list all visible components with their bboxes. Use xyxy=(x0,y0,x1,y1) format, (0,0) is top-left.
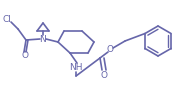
Text: NH: NH xyxy=(69,63,83,72)
Text: Cl: Cl xyxy=(3,15,11,24)
Text: N: N xyxy=(40,34,46,43)
Text: O: O xyxy=(100,70,107,79)
Text: O: O xyxy=(22,51,29,60)
Text: O: O xyxy=(107,46,113,55)
